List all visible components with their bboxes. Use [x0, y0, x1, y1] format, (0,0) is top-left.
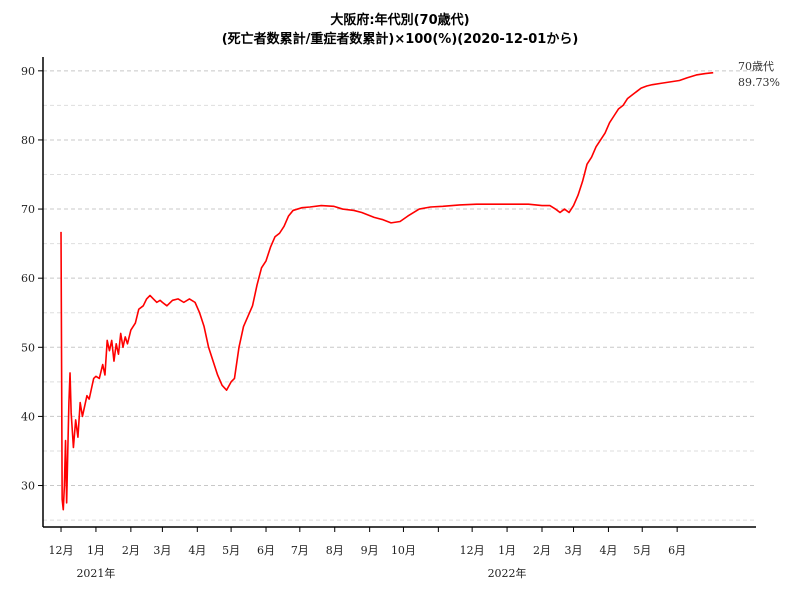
x-tick-label: 3月 — [565, 544, 583, 557]
x-tick-label: 2月 — [122, 544, 140, 557]
y-tick-label: 80 — [21, 134, 35, 147]
y-tick-label: 70 — [21, 203, 35, 216]
chart-title: 大阪府:年代別(70歳代) — [330, 12, 469, 28]
x-tick-label: 4月 — [188, 544, 206, 557]
y-tick-label: 90 — [21, 65, 35, 78]
x-tick-label: 5月 — [222, 544, 240, 557]
y-tick-label: 40 — [21, 410, 35, 423]
axes — [42, 57, 756, 528]
x-tick-label: 6月 — [668, 544, 686, 557]
x-year-label: 2022年 — [488, 566, 527, 580]
x-tick-label: 1月 — [498, 544, 516, 557]
x-tick-label: 12月 — [460, 544, 485, 557]
x-tick-label: 7月 — [291, 544, 309, 557]
y-tick-label: 50 — [21, 341, 35, 354]
y-tick-label: 60 — [21, 272, 35, 285]
series-line-70s — [60, 71, 714, 511]
series — [60, 71, 714, 511]
chart-subtitle: (死亡者数累計/重症者数累計)×100(%)(2020-12-01から) — [222, 31, 579, 47]
y-ticks: 30 40 50 60 70 80 90 — [21, 65, 43, 493]
series-end-value: 89.73% — [738, 76, 780, 89]
x-tick-label: 12月 — [49, 544, 74, 557]
x-ticks: 12月 1月 2月 3月 4月 5月 6月 7月 8月 9月 10月 12月 1月 2月 3月 4月 5月 6月 2… — [49, 527, 686, 580]
x-tick-label: 10月 — [391, 544, 416, 557]
x-tick-label: 4月 — [599, 544, 617, 557]
x-tick-label: 6月 — [257, 544, 275, 557]
x-tick-label: 2月 — [533, 544, 551, 557]
y-tick-label: 30 — [21, 480, 35, 493]
series-end-label: 70歳代 — [738, 60, 774, 73]
x-tick-label: 5月 — [633, 544, 651, 557]
x-tick-label: 1月 — [87, 544, 105, 557]
x-tick-label: 9月 — [361, 544, 379, 557]
x-tick-label: 3月 — [153, 544, 171, 557]
x-tick-label: 8月 — [326, 544, 344, 557]
x-year-label: 2021年 — [76, 566, 115, 580]
